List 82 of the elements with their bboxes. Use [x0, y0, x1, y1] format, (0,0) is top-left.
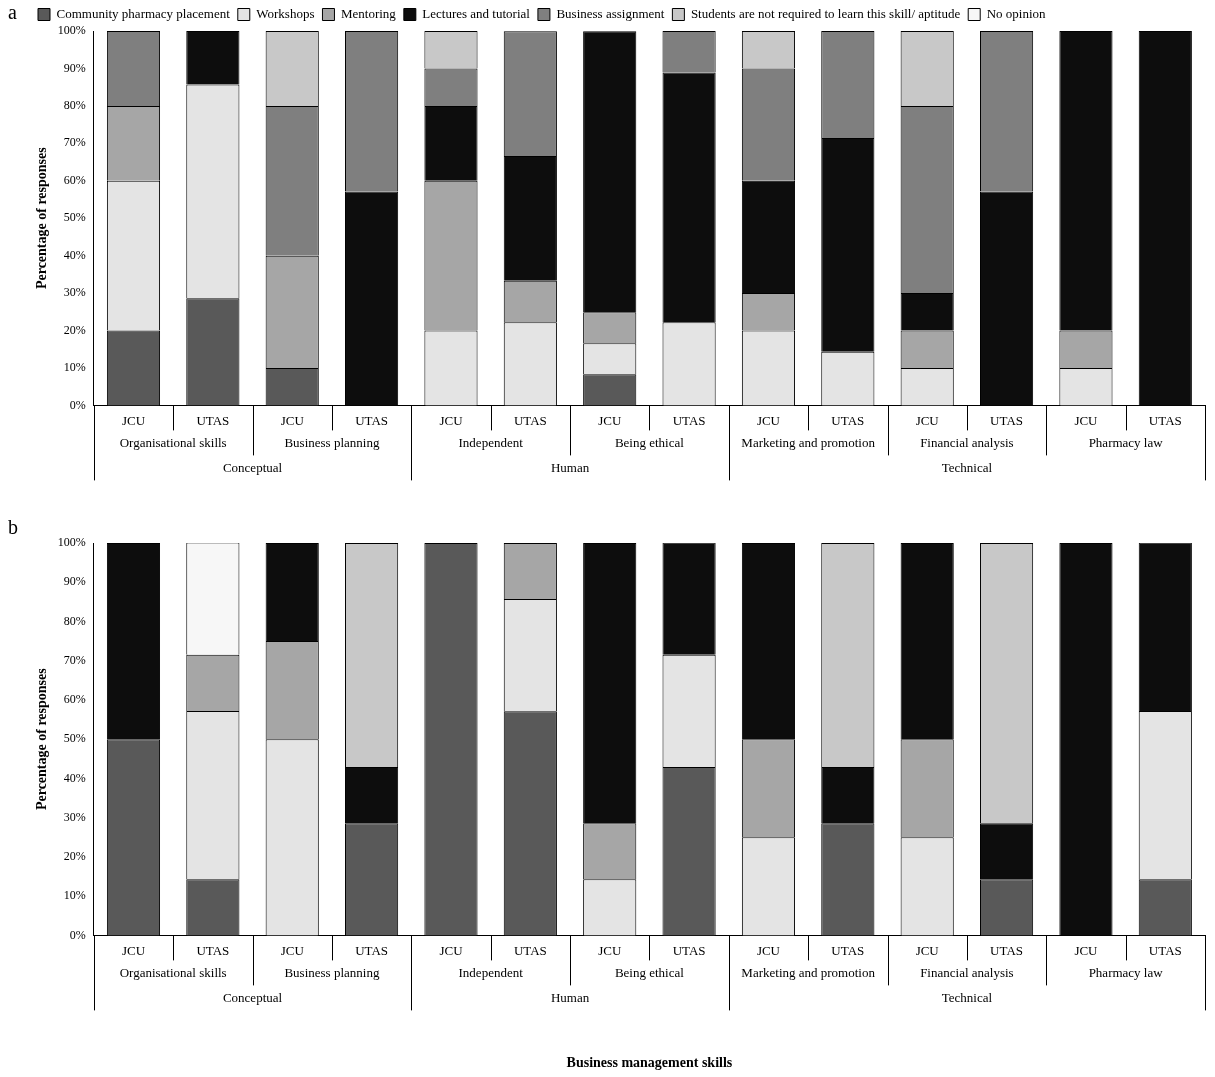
- x-tick-label: JCU: [915, 412, 940, 428]
- x-tick-label: JCU: [915, 942, 940, 958]
- text: Pharmacy law: [1088, 964, 1164, 980]
- text: Marketing and promotion: [741, 434, 876, 450]
- y-tick-label: 80%: [63, 613, 86, 628]
- y-tick-label: 0%: [69, 397, 86, 412]
- text: Financial analysis: [920, 434, 1014, 450]
- x-tick-label: UTAS: [196, 942, 230, 958]
- x-tick-label: UTAS: [672, 412, 706, 428]
- text: Business planning: [284, 964, 380, 980]
- text: Technical: [941, 459, 993, 475]
- x-tick-label: JCU: [439, 942, 464, 958]
- y-tick-label: 60%: [63, 172, 86, 187]
- x-tick-label: UTAS: [513, 942, 547, 958]
- x-tick-label: JCU: [1074, 942, 1099, 958]
- text: Being ethical: [614, 434, 685, 450]
- x-tick-label: UTAS: [990, 942, 1024, 958]
- legend-label: Business assignment: [556, 5, 665, 21]
- x-tick-label: JCU: [598, 942, 622, 958]
- y-tick-label: 20%: [63, 322, 86, 337]
- x-tick-label: UTAS: [831, 412, 865, 428]
- text: Organisational skills: [119, 964, 227, 980]
- y-tick-label: 80%: [63, 98, 86, 113]
- x-axis-title: Business management skills: [566, 1054, 733, 1070]
- y-axis-title: Percentage of responses: [34, 146, 50, 290]
- x-tick-label: JCU: [280, 942, 305, 958]
- x-tick-label: JCU: [756, 942, 781, 958]
- y-tick-label: 60%: [63, 692, 86, 707]
- y-tick-label: 100%: [57, 23, 86, 38]
- y-tick-label: 90%: [63, 60, 86, 75]
- y-tick-label: 40%: [63, 247, 86, 262]
- x-tick-label: JCU: [121, 412, 146, 428]
- legend-label: Lectures and tutorial: [422, 5, 531, 21]
- text: Human: [550, 989, 590, 1005]
- text: Financial analysis: [920, 964, 1014, 980]
- text: Conceptual: [222, 459, 283, 475]
- legend-label: Community pharmacy placement: [56, 5, 231, 21]
- text: Business planning: [284, 434, 380, 450]
- text: Conceptual: [222, 989, 283, 1005]
- text: Technical: [941, 989, 993, 1005]
- x-tick-label: UTAS: [1148, 942, 1182, 958]
- x-tick-label: JCU: [121, 942, 146, 958]
- text: Independent: [458, 434, 524, 450]
- x-tick-label: UTAS: [831, 942, 865, 958]
- y-tick-label: 40%: [63, 770, 86, 785]
- text: Organisational skills: [119, 434, 227, 450]
- y-tick-label: 10%: [63, 360, 86, 375]
- x-tick-label: UTAS: [672, 942, 706, 958]
- x-tick-label: UTAS: [196, 412, 230, 428]
- y-tick-label: 70%: [63, 652, 86, 667]
- x-tick-label: JCU: [1074, 412, 1099, 428]
- x-tick-label: JCU: [280, 412, 305, 428]
- x-tick-label: UTAS: [1148, 412, 1182, 428]
- legend-label: Mentoring: [340, 5, 397, 21]
- legend-label: Students are not required to learn this skill/ aptitude: [690, 5, 961, 21]
- legend-label: Workshops: [256, 5, 315, 21]
- x-tick-label: UTAS: [990, 412, 1024, 428]
- y-tick-label: 20%: [63, 849, 86, 864]
- y-tick-label: 30%: [63, 285, 86, 300]
- x-tick-label: UTAS: [355, 942, 389, 958]
- y-tick-label: 50%: [63, 210, 86, 225]
- x-tick-label: JCU: [756, 412, 781, 428]
- legend-label: No opinion: [986, 5, 1047, 21]
- text: Human: [550, 459, 590, 475]
- y-tick-label: 0%: [69, 927, 86, 942]
- x-tick-label: UTAS: [355, 412, 389, 428]
- text: Marketing and promotion: [741, 964, 876, 980]
- x-tick-label: UTAS: [513, 412, 547, 428]
- x-tick-label: JCU: [439, 412, 464, 428]
- y-axis-title: Percentage of responses: [34, 667, 50, 811]
- chart-title: a: [8, 1, 17, 24]
- text: Being ethical: [614, 964, 685, 980]
- y-tick-label: 10%: [63, 888, 86, 903]
- y-tick-label: 50%: [63, 731, 86, 746]
- x-tick-label: JCU: [598, 412, 622, 428]
- chart-title: b: [8, 516, 18, 539]
- text: Independent: [458, 964, 524, 980]
- y-tick-label: 70%: [63, 135, 86, 150]
- y-tick-label: 100%: [57, 535, 86, 550]
- y-tick-label: 30%: [63, 809, 86, 824]
- y-tick-label: 90%: [63, 574, 86, 589]
- text: Pharmacy law: [1088, 434, 1164, 450]
